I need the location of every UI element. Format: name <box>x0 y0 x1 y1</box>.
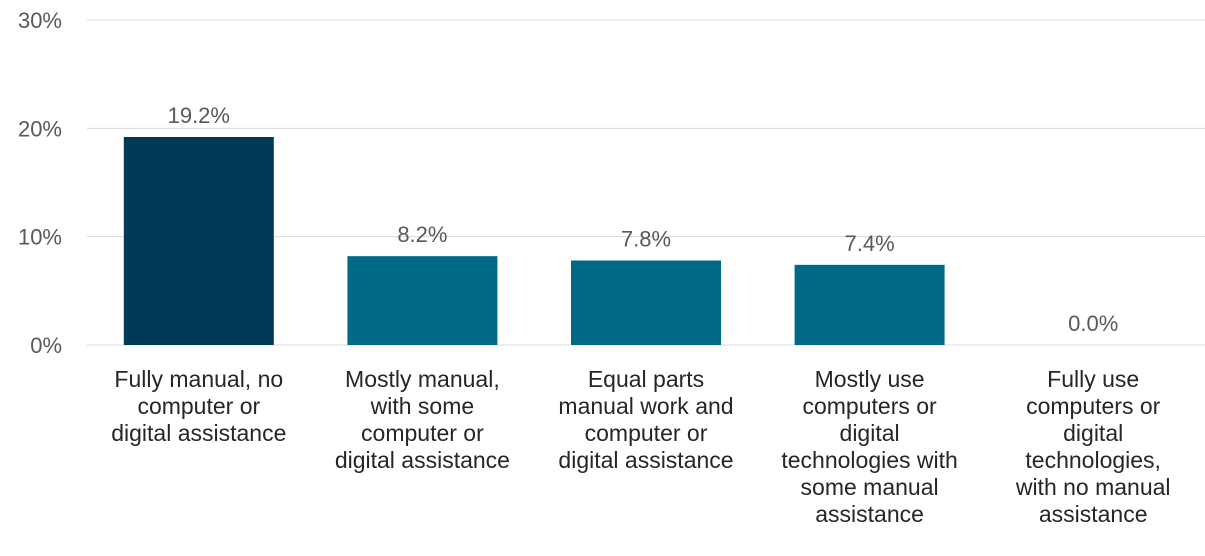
y-tick-label: 10% <box>18 225 62 250</box>
data-label: 7.8% <box>621 227 671 252</box>
data-labels: 19.2% 8.2% 7.8% 7.4% 0.0% <box>168 103 1119 336</box>
x-category-label: Mostly use computers or digital technolo… <box>781 366 958 527</box>
y-tick-label: 0% <box>30 333 62 358</box>
y-axis-ticks: 0% 10% 20% 30% <box>18 8 62 358</box>
bar <box>123 137 274 345</box>
bar <box>347 256 498 345</box>
x-category-label: Mostly manual, with some computer or dig… <box>334 366 510 473</box>
data-label: 7.4% <box>845 231 895 256</box>
data-label: 8.2% <box>397 222 447 247</box>
x-category-label: Fully manual, no computer or digital ass… <box>111 366 287 446</box>
x-category-label: Equal parts manual work and computer or … <box>558 366 734 473</box>
y-tick-label: 20% <box>18 116 62 141</box>
bar <box>794 264 945 345</box>
y-tick-label: 30% <box>18 8 62 33</box>
bars <box>123 137 945 345</box>
data-label: 0.0% <box>1068 311 1118 336</box>
bar <box>571 260 721 345</box>
x-category-label: Fully use computers or digital technolog… <box>1015 366 1171 527</box>
data-label: 19.2% <box>168 103 230 128</box>
